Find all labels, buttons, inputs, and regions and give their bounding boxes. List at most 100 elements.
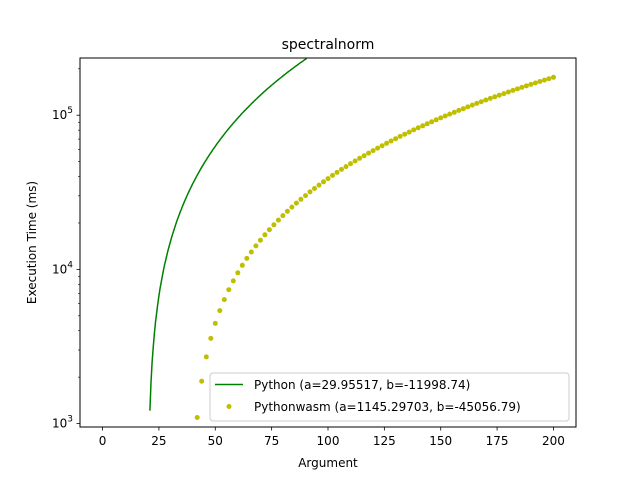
x-tick-label: 75 — [264, 434, 279, 448]
legend-label-pythonwasm: Pythonwasm (a=1145.29703, b=-45056.79) — [254, 400, 521, 414]
x-axis-ticks: 0 25 50 75 100 125 150 175 200 — [99, 427, 565, 448]
data-point — [451, 109, 457, 115]
data-point — [433, 117, 439, 123]
data-point — [348, 161, 353, 167]
data-point — [235, 270, 241, 276]
data-point — [316, 182, 322, 188]
data-point — [429, 119, 435, 125]
data-point — [519, 84, 525, 90]
data-point — [352, 158, 358, 164]
data-point — [325, 176, 331, 182]
data-point — [208, 335, 214, 341]
y-axis-label: Execution Time (ms) — [25, 181, 39, 304]
data-point — [379, 143, 385, 149]
data-point — [402, 131, 408, 137]
data-point — [266, 227, 272, 233]
data-point — [456, 107, 462, 113]
data-point — [239, 262, 245, 268]
x-tick-label: 200 — [542, 434, 565, 448]
x-tick-label: 125 — [373, 434, 396, 448]
data-point — [388, 138, 394, 144]
data-point — [307, 189, 313, 195]
data-point — [384, 140, 390, 146]
data-point — [487, 95, 493, 101]
data-point — [532, 80, 538, 86]
data-point — [230, 278, 236, 284]
data-point — [514, 86, 520, 92]
legend-box — [209, 372, 570, 422]
data-point — [357, 155, 363, 161]
y-tick-label: 104 — [52, 260, 73, 276]
data-point — [411, 127, 417, 133]
data-point — [483, 97, 489, 103]
data-point — [442, 113, 448, 119]
data-point — [361, 153, 367, 159]
legend: Python (a=29.95517, b=-11998.74) Pythonw… — [209, 372, 570, 422]
data-point — [406, 129, 412, 135]
data-point — [478, 99, 484, 105]
x-axis-label: Argument — [298, 456, 358, 470]
data-point — [474, 100, 480, 106]
x-tick-label: 175 — [486, 434, 509, 448]
y-tick-base: 10 — [52, 417, 67, 431]
data-point — [253, 243, 259, 249]
y-tick-label: 105 — [52, 106, 73, 122]
data-point — [298, 196, 304, 202]
data-point — [469, 102, 475, 108]
data-point — [460, 106, 466, 112]
y-tick-exponent: 3 — [67, 415, 73, 425]
data-point — [397, 133, 403, 139]
data-point — [528, 81, 534, 87]
y-tick-base: 10 — [52, 262, 67, 276]
data-point — [334, 169, 340, 175]
x-tick-label: 50 — [208, 434, 223, 448]
y-tick-exponent: 4 — [67, 260, 73, 270]
data-point — [203, 354, 209, 360]
legend-swatch-pythonwasm — [226, 404, 232, 409]
data-point — [321, 179, 326, 185]
x-tick-label: 150 — [429, 434, 452, 448]
data-point — [217, 308, 223, 314]
data-point — [366, 150, 372, 156]
data-point — [275, 217, 281, 223]
data-point — [541, 77, 547, 83]
data-point — [199, 378, 205, 384]
data-point — [492, 94, 498, 100]
data-point — [510, 87, 516, 93]
series-layer — [149, 57, 556, 420]
data-point — [221, 297, 227, 303]
data-point — [312, 186, 317, 191]
data-point — [339, 166, 344, 172]
x-tick-label: 25 — [151, 434, 166, 448]
x-tick-label: 100 — [317, 434, 340, 448]
data-point — [293, 200, 299, 206]
y-tick-exponent: 5 — [67, 106, 73, 116]
data-point — [194, 415, 200, 420]
data-point — [280, 213, 286, 219]
data-point — [271, 222, 277, 228]
data-point — [257, 237, 263, 243]
data-point — [248, 249, 254, 255]
data-point — [546, 76, 552, 82]
y-tick-label: 103 — [52, 415, 73, 431]
data-point — [375, 145, 381, 151]
data-point — [447, 111, 453, 117]
legend-label-python: Python (a=29.95517, b=-11998.74) — [254, 378, 470, 392]
data-point — [212, 320, 218, 326]
data-point — [262, 232, 268, 238]
data-point — [303, 193, 308, 199]
data-point — [284, 208, 290, 214]
chart-title: spectralnorm — [282, 37, 375, 53]
data-point — [343, 164, 349, 170]
series-line-0 — [149, 57, 308, 411]
data-point — [393, 136, 399, 142]
data-point — [501, 91, 507, 97]
data-point — [330, 172, 335, 178]
data-point — [424, 121, 430, 127]
y-tick-base: 10 — [52, 108, 67, 122]
data-point — [244, 255, 250, 261]
data-point — [370, 148, 376, 154]
data-point — [496, 92, 502, 98]
